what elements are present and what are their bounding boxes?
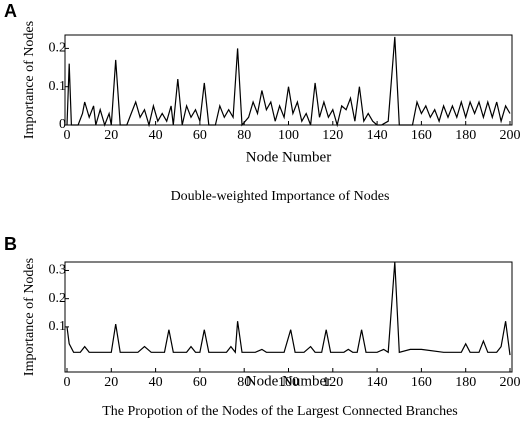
- x-axis-label: Node Number: [246, 373, 331, 389]
- x-tick-label: 20: [104, 128, 118, 143]
- y-tick-label: 0.1: [49, 319, 67, 334]
- caption: Double-weighted Importance of Nodes: [171, 189, 390, 204]
- x-tick-label: 60: [193, 128, 207, 143]
- x-tick-label: 120: [322, 375, 343, 390]
- x-tick-label: 20: [104, 375, 118, 390]
- y-tick-label: 0.2: [49, 291, 67, 306]
- data-line: [66, 36, 511, 128]
- y-axis-label: Importance of Nodes: [22, 21, 37, 139]
- x-tick-label: 160: [411, 128, 432, 143]
- x-tick-label: 200: [500, 128, 521, 143]
- x-tick-label: 100: [278, 128, 299, 143]
- x-tick-label: 180: [455, 375, 476, 390]
- x-tick-label: 60: [193, 375, 207, 390]
- x-tick-label: 200: [500, 375, 521, 390]
- x-tick-label: 80: [237, 128, 251, 143]
- x-tick-label: 100: [278, 375, 299, 390]
- x-tick-label: 0: [64, 128, 71, 143]
- y-tick-label: 0.2: [49, 41, 67, 56]
- x-tick-label: 120: [322, 128, 343, 143]
- x-axis-label: Node Number: [246, 149, 331, 165]
- y-axis-label: Importance of Nodes: [22, 258, 37, 376]
- x-tick-label: 0: [64, 375, 71, 390]
- panel-label: A: [4, 1, 17, 21]
- caption: The Propotion of the Nodes of the Larges…: [102, 404, 457, 419]
- y-tick-label: 0.1: [49, 79, 67, 94]
- data-line: [66, 261, 511, 356]
- panel-label: B: [4, 234, 17, 254]
- x-tick-label: 140: [367, 375, 388, 390]
- x-tick-label: 140: [367, 128, 388, 143]
- plot-frame: [64, 261, 513, 373]
- y-tick-label: 0: [59, 117, 66, 132]
- x-tick-label: 160: [411, 375, 432, 390]
- x-tick-label: 40: [149, 375, 163, 390]
- x-tick-label: 180: [455, 128, 476, 143]
- y-tick-label: 0.3: [49, 263, 67, 278]
- x-tick-label: 40: [149, 128, 163, 143]
- x-tick-label: 80: [237, 375, 251, 390]
